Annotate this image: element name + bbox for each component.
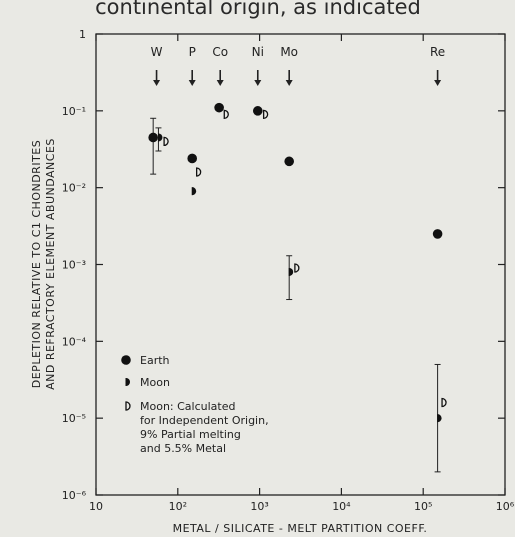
x-axis-label: METAL / SILICATE - MELT PARTITION COEFF. — [173, 522, 428, 535]
y-tick-label: 10⁻² — [62, 182, 86, 195]
y-tick-label: 10⁻⁴ — [62, 335, 87, 348]
x-axis-ticks: 10 10² 10³ 10⁴ 10⁵ 10⁶ — [89, 34, 515, 513]
y-axis-label-line-2: AND REFRACTORY ELEMENT ABUNDANCES — [44, 138, 57, 390]
earth-point — [432, 229, 443, 239]
moon-calculated-point — [125, 401, 131, 411]
x-tick-label: 10³ — [250, 500, 268, 513]
earth-point — [187, 153, 198, 164]
element-arrow-head — [285, 80, 293, 86]
element-arrow-head — [188, 80, 196, 86]
element-arrow-head — [216, 80, 224, 86]
y-tick-label: 10⁻³ — [62, 259, 86, 272]
x-tick-label: 10⁴ — [332, 500, 351, 513]
element-label: Ni — [252, 45, 264, 59]
element-label: W — [151, 45, 163, 59]
x-tick-label: 10² — [169, 500, 187, 513]
header-text: continental origin, as indicated — [95, 0, 421, 19]
x-tick-label: 10 — [89, 500, 103, 513]
legend-text: and 5.5% Metal — [140, 442, 226, 455]
moon-point — [192, 187, 197, 196]
y-tick-label: 10⁻¹ — [62, 105, 86, 118]
legend-text: 9% Partial melting — [140, 428, 241, 441]
earth-point — [284, 156, 294, 167]
legend-text: Moon: Calculated — [140, 400, 235, 413]
earth-point — [214, 102, 224, 113]
y-axis-ticks: 1 10⁻¹ 10⁻² 10⁻³ 10⁻⁴ 10⁻⁵ 10⁻⁶ — [62, 28, 505, 502]
y-tick-label: 10⁻⁵ — [62, 412, 86, 425]
moon-calculated-point — [196, 167, 202, 177]
moon-calculated-point — [163, 136, 169, 147]
element-label: Co — [212, 45, 228, 59]
y-axis-label-line-1: DEPLETION RELATIVE TO C1 CHONDRITES — [30, 140, 43, 388]
earth-point — [148, 132, 158, 143]
moon-calculated-point — [262, 109, 269, 120]
data-points — [148, 102, 447, 473]
element-arrow-head — [254, 80, 262, 86]
moon-calculated-point — [223, 109, 229, 120]
legend-text: Moon — [140, 376, 170, 389]
earth-point — [121, 355, 131, 365]
element-label: Mo — [280, 45, 298, 59]
y-tick-label: 1 — [79, 28, 86, 41]
element-arrow-head — [434, 80, 442, 86]
moon-point — [437, 414, 442, 423]
element-arrow-head — [153, 80, 161, 86]
element-markers: W P Co Ni Mo Re — [151, 45, 445, 86]
moon-point — [126, 378, 130, 386]
moon-point — [289, 267, 294, 276]
x-tick-label: 10⁶ — [496, 500, 515, 513]
y-tick-label: 10⁻⁶ — [62, 489, 87, 502]
moon-calculated-point — [294, 263, 300, 273]
earth-point — [252, 106, 263, 116]
element-label: Re — [430, 45, 445, 59]
x-tick-label: 10⁵ — [414, 500, 432, 513]
legend-text: for Independent Origin, — [140, 414, 269, 427]
element-label: P — [189, 45, 196, 59]
moon-point — [158, 133, 163, 142]
moon-calculated-point — [441, 397, 447, 408]
legend-text: Earth — [140, 354, 170, 367]
